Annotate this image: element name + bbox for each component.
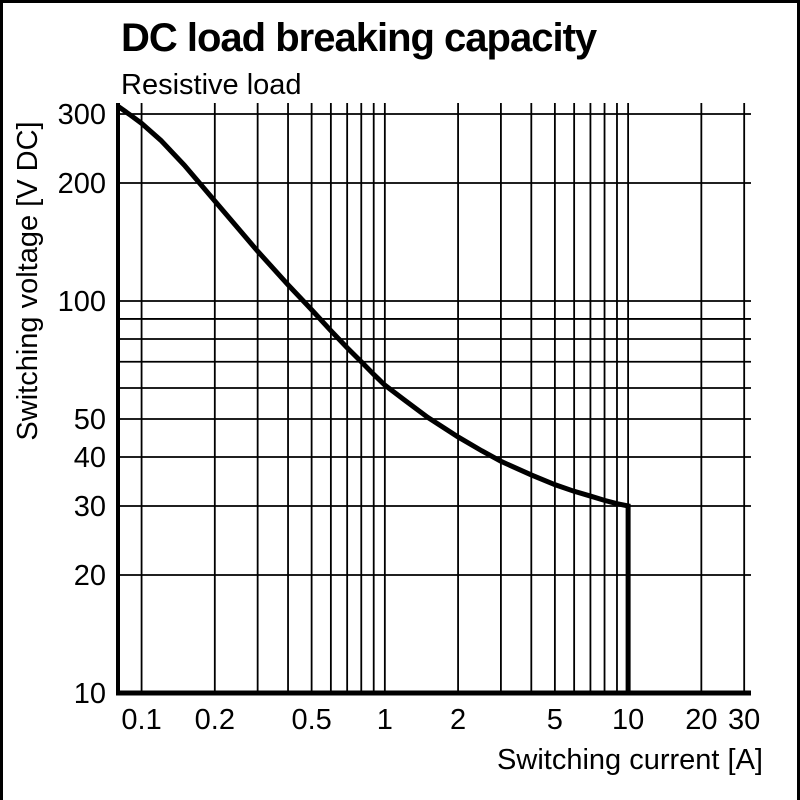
- x-tick-label: 10: [612, 704, 644, 736]
- y-tick-label: 20: [74, 560, 106, 592]
- y-tick-label: 100: [58, 286, 106, 318]
- x-tick-label: 30: [728, 704, 760, 736]
- load-breaking-curve: [116, 104, 631, 693]
- x-tick-label: 20: [685, 704, 717, 736]
- x-tick-label: 0.1: [121, 704, 161, 736]
- y-tick-label: 40: [74, 442, 106, 474]
- y-tick-label: 10: [74, 678, 106, 710]
- chart-title: DC load breaking capacity: [121, 16, 597, 60]
- dc-breaking-capacity-chart: 0.1 0.2 0.5 1 2 5 10 20 30 10 20 30 40 50 100 200 300 Swi…: [12, 99, 763, 776]
- x-tick-label: 0.2: [195, 704, 235, 736]
- x-tick-label: 0.5: [291, 704, 331, 736]
- chart-grid: [118, 103, 751, 694]
- y-tick-label: 30: [74, 491, 106, 523]
- y-tick-label: 200: [58, 168, 106, 200]
- chart-subtitle: Resistive load: [121, 69, 302, 101]
- x-tick-label: 2: [450, 704, 466, 736]
- x-axis-label: Switching current [A]: [497, 744, 763, 776]
- x-tick-label: 1: [377, 704, 393, 736]
- x-tick-labels: 0.1 0.2 0.5 1 2 5 10 20 30: [121, 704, 760, 736]
- y-tick-label: 50: [74, 404, 106, 436]
- x-tick-label: 5: [547, 704, 563, 736]
- y-tick-labels: 10 20 30 40 50 100 200 300: [58, 99, 106, 710]
- y-tick-label: 300: [58, 99, 106, 131]
- y-axis-label: Switching voltage [V DC]: [12, 121, 44, 440]
